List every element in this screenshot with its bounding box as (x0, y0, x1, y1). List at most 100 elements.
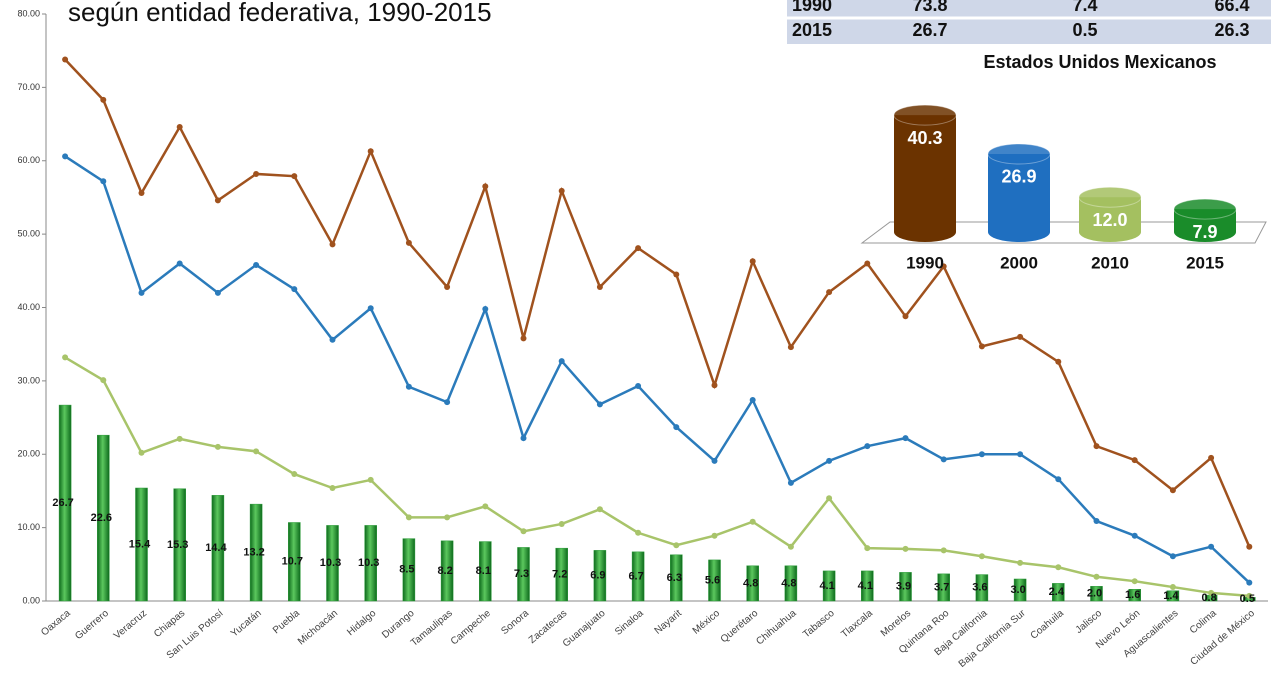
marker (1055, 564, 1062, 571)
table-cell: 7.4 (1072, 0, 1097, 15)
x-tick-label: Chihuahua (754, 608, 798, 648)
marker (367, 476, 374, 483)
marker (62, 354, 69, 361)
data-label: 2.0 (1087, 588, 1102, 600)
data-label: 6.9 (590, 570, 605, 582)
x-tick-label: Puebla (271, 608, 302, 637)
marker (482, 503, 489, 510)
data-label: 10.3 (358, 557, 379, 569)
marker (673, 424, 680, 431)
marker (367, 148, 374, 155)
data-label: 3.7 (934, 581, 949, 593)
bar (975, 574, 989, 602)
x-tick-label: Tamaulipas (409, 608, 455, 649)
data-label: 6.7 (628, 570, 643, 582)
marker (902, 545, 909, 552)
bar (1166, 590, 1180, 602)
marker (558, 520, 565, 527)
marker (673, 271, 680, 278)
marker (176, 435, 183, 442)
bar (1090, 586, 1103, 602)
marker (482, 183, 489, 190)
chart-title: según entidad federativa, 1990-2015 (68, 0, 492, 27)
table-cell: 2015 (792, 20, 832, 40)
x-tick-label: Durango (380, 608, 417, 641)
bar (670, 554, 683, 602)
y-tick-label: 80.00 (17, 8, 40, 18)
x-tick-label: Coahuila (1029, 608, 1067, 642)
data-label: 26.7 (52, 497, 73, 509)
line (64, 58, 1251, 548)
marker (100, 178, 107, 185)
bar (97, 434, 110, 602)
y-tick-label: 0.00 (22, 595, 40, 605)
marker (826, 457, 833, 464)
x-tick-label: Guanajuato (561, 608, 608, 650)
data-label: 5.6 (705, 574, 720, 586)
bar (822, 570, 836, 602)
bar (593, 550, 607, 602)
marker (520, 528, 527, 535)
data-label: 8.1 (476, 565, 491, 577)
table-cell: 73.8 (912, 0, 947, 15)
data-label: 10.3 (320, 557, 341, 569)
marker (1169, 553, 1176, 560)
data-label: 15.4 (129, 538, 151, 550)
marker (100, 377, 107, 384)
data-label: 0.5 (1240, 593, 1255, 605)
marker (635, 529, 642, 536)
marker (1055, 358, 1062, 365)
marker (1093, 443, 1100, 450)
x-tick-label: 2010 (1091, 253, 1129, 272)
data-label: 4.1 (858, 580, 873, 592)
table-cell: 0.5 (1072, 20, 1097, 40)
marker (253, 170, 260, 177)
data-label: 6.3 (667, 572, 682, 584)
inset-floor (860, 221, 1267, 244)
marker (62, 153, 69, 160)
marker (826, 289, 833, 296)
marker (291, 286, 298, 293)
data-label: 12.0 (1092, 210, 1127, 230)
bar (517, 547, 530, 602)
cylinder (988, 153, 1050, 232)
bar (1128, 589, 1141, 602)
marker (138, 289, 145, 296)
marker (940, 547, 947, 554)
x-tick-label: Morelos (879, 608, 913, 639)
marker (176, 260, 183, 267)
marker (558, 358, 565, 365)
marker (711, 382, 718, 389)
x-tick-label: Chiapas (152, 608, 187, 640)
y-tick-label: 60.00 (17, 155, 40, 165)
marker (405, 239, 412, 246)
data-label: 2.4 (1049, 586, 1065, 598)
y-tick-label: 30.00 (17, 375, 40, 385)
table-cell: 66.4 (1214, 0, 1249, 15)
marker (329, 241, 336, 248)
marker (329, 485, 336, 492)
marker (1093, 573, 1100, 580)
data-label: 1.4 (1163, 590, 1179, 602)
x-tick-label: Tabasco (801, 608, 837, 641)
marker (635, 383, 642, 390)
marker (978, 553, 985, 560)
marker (902, 313, 909, 320)
marker (1169, 487, 1176, 494)
x-tick-label: Veracruz (112, 608, 149, 642)
x-tick-label: Guerrero (73, 608, 111, 642)
cylinder-top (987, 143, 1051, 165)
x-tick-label: Oaxaca (39, 608, 73, 639)
x-tick-label: 2000 (1000, 253, 1038, 272)
bar (364, 525, 377, 602)
marker (62, 56, 69, 63)
marker (1055, 476, 1062, 483)
bar (899, 572, 912, 602)
y-tick-label: 10.00 (17, 522, 40, 532)
marker (1017, 333, 1024, 340)
marker (673, 542, 680, 549)
marker (1246, 579, 1253, 586)
marker (787, 543, 794, 550)
bar (440, 540, 454, 602)
